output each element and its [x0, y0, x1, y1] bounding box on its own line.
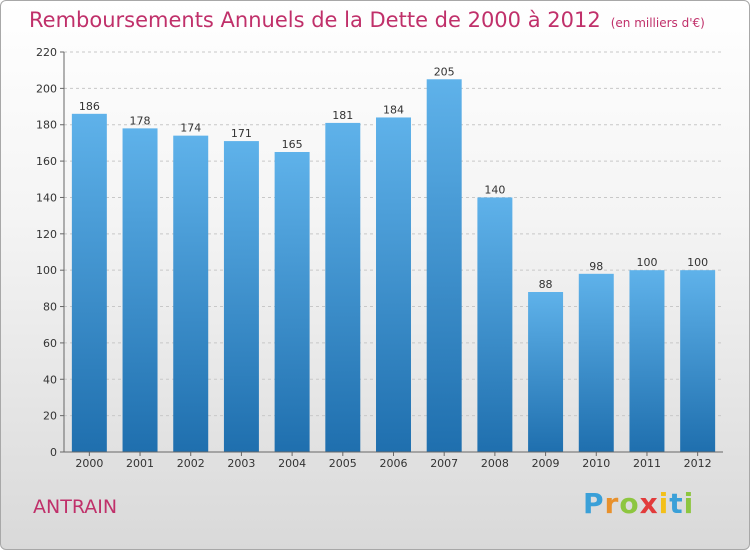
- bar-value-label: 186: [79, 100, 100, 113]
- bar-value-label: 174: [180, 122, 201, 135]
- logo-letter: o: [619, 487, 640, 520]
- y-tick-label: 220: [36, 46, 57, 59]
- x-tick-label: 2000: [75, 457, 103, 470]
- bar: [680, 270, 716, 452]
- bar: [426, 79, 462, 452]
- x-tick-label: 2003: [227, 457, 255, 470]
- bar-value-label: 178: [130, 114, 151, 127]
- y-tick-label: 140: [36, 191, 57, 204]
- x-tick-label: 2009: [532, 457, 560, 470]
- x-tick-label: 2006: [380, 457, 408, 470]
- logo-letter: t: [669, 487, 684, 520]
- logo-letter: P: [583, 487, 605, 520]
- bar: [629, 270, 665, 452]
- proxiti-logo: Proxiti: [583, 487, 694, 520]
- logo-letter: x: [639, 487, 659, 520]
- x-tick-label: 2010: [582, 457, 610, 470]
- bar: [325, 122, 361, 452]
- bar-value-label: 140: [484, 183, 505, 196]
- bar: [173, 135, 209, 453]
- y-tick-label: 60: [43, 337, 57, 350]
- x-tick-label: 2008: [481, 457, 509, 470]
- bar: [528, 292, 564, 452]
- x-tick-label: 2007: [430, 457, 458, 470]
- bar: [71, 113, 107, 453]
- bars: 186 178 174 171 165 181 184 205 140 88 98 100 100: [71, 65, 716, 453]
- bar: [376, 117, 411, 453]
- logo-letter: i: [683, 487, 695, 520]
- y-tick-label: 0: [50, 446, 57, 459]
- x-tick-label: 2001: [126, 457, 154, 470]
- bar-value-label: 171: [231, 127, 252, 140]
- bar: [578, 273, 614, 452]
- y-tick-label: 200: [36, 82, 57, 95]
- logo-letter: i: [658, 487, 670, 520]
- axes: 0 20 40 60 80 100 120 140 160 180 200 220 2000 2001 20…: [36, 46, 723, 470]
- x-tick-label: 2011: [633, 457, 661, 470]
- bar-value-label: 165: [282, 138, 303, 151]
- bar-value-label: 88: [539, 278, 553, 291]
- chart-title-text: Remboursements Annuels de la Dette de 20…: [29, 8, 601, 32]
- y-tick-label: 80: [43, 301, 57, 314]
- chart-title: Remboursements Annuels de la Dette de 20…: [29, 8, 705, 32]
- bar-value-label: 181: [332, 109, 353, 122]
- y-tick-label: 160: [36, 155, 57, 168]
- x-tick-label: 2005: [329, 457, 357, 470]
- y-tick-label: 180: [36, 119, 57, 132]
- bar: [274, 152, 310, 452]
- y-tick-label: 40: [43, 373, 57, 386]
- bar: [122, 128, 158, 452]
- bar-value-label: 100: [687, 256, 708, 269]
- bar-value-label: 98: [589, 260, 603, 273]
- x-tick-label: 2002: [177, 457, 205, 470]
- bar-value-label: 184: [383, 103, 404, 116]
- logo-letter: r: [604, 487, 620, 520]
- x-tick-label: 2012: [684, 457, 712, 470]
- bar-value-label: 205: [434, 65, 455, 78]
- y-tick-label: 20: [43, 410, 57, 423]
- chart-subtitle: (en milliers d'€): [610, 16, 705, 30]
- bar-value-label: 100: [636, 256, 657, 269]
- x-tick-label: 2004: [278, 457, 306, 470]
- y-tick-label: 120: [36, 228, 57, 241]
- bar: [223, 141, 259, 452]
- y-tick-label: 100: [36, 264, 57, 277]
- location-name: ANTRAIN: [33, 496, 118, 518]
- bar: [477, 197, 513, 452]
